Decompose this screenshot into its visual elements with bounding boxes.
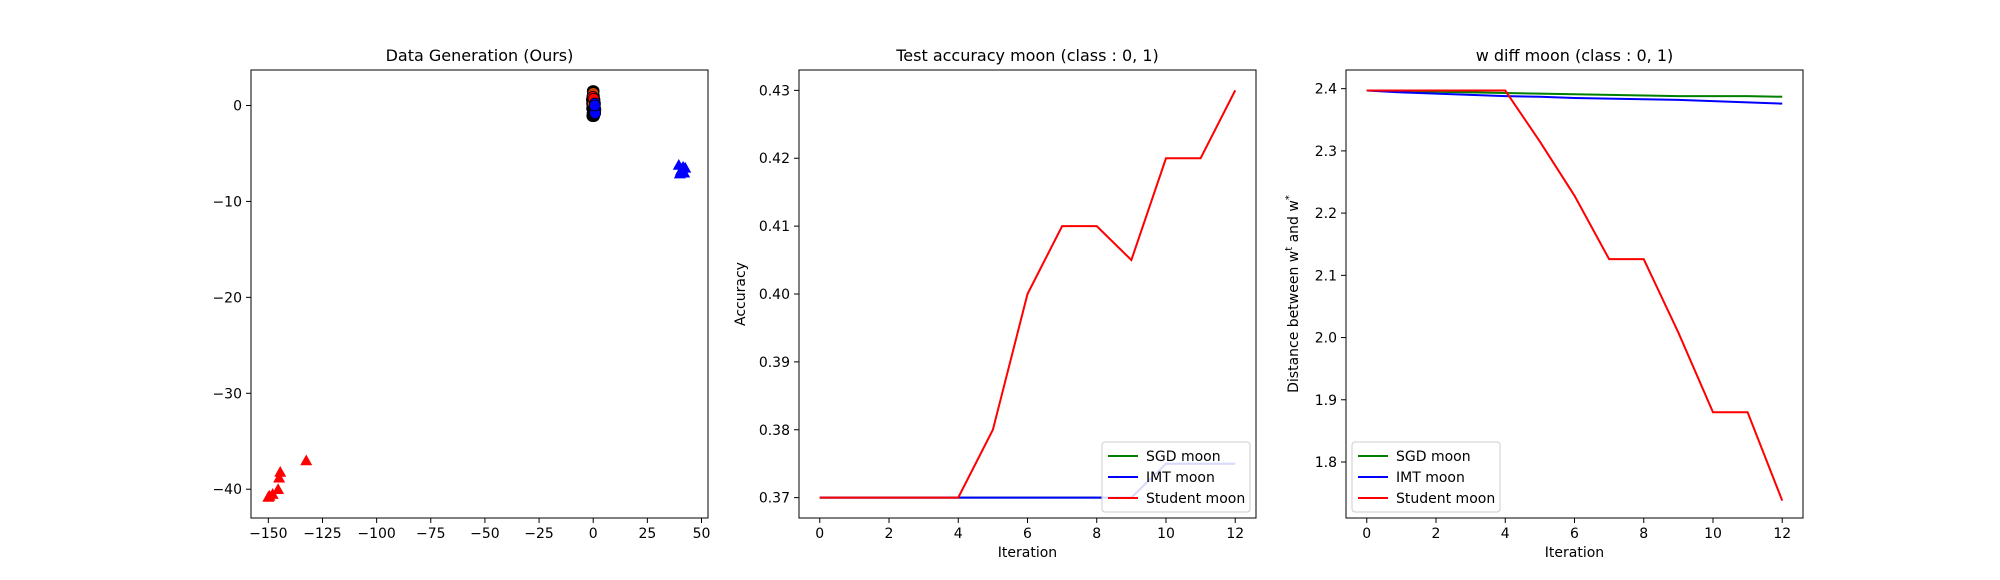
x-tick-label: 2 [1432,526,1441,542]
y-axis-label: Accuracy [733,262,749,326]
x-tick-label: −25 [524,526,554,542]
y-axis-label-superscript: * [1284,195,1295,200]
axes-frame [798,69,1257,519]
x-tick-label: 8 [1639,526,1648,542]
x-tick-label: 4 [1501,526,1510,542]
y-tick-label: 1.8 [1315,455,1337,471]
x-axis-label: Iteration [998,545,1057,561]
x-tick-label: 0 [589,526,598,542]
scatter-point-triangle [273,471,286,483]
series-line-imt-moon [1366,89,1783,105]
x-tick-label: 4 [954,526,963,542]
scatter-point-circle [588,99,601,112]
y-axis-label-text: Distance between w [1286,251,1302,393]
x-tick-label: 2 [885,526,894,542]
y-axis-label-text: and w [1286,200,1302,247]
legend-label: IMT moon [1146,470,1215,486]
series-line-sgd-moon [1366,89,1783,98]
x-tick-label: −50 [470,526,500,542]
data-layer [262,85,692,502]
y-tick-label: 0.43 [759,83,790,99]
y-tick-label: 0.41 [759,219,790,235]
x-tick-label: 12 [1226,526,1244,542]
scatter-point-triangle [274,465,287,477]
legend: SGD moon IMT moon Student moon [1351,441,1501,513]
scatter-point-triangle [262,490,275,502]
scatter-panel-data-generation: Data Generation (Ours)−150 −125 −100 −75 −50… [212,46,710,542]
series-line-student-moon [819,89,1237,499]
legend-label: SGD moon [1396,449,1471,465]
chart-title: Test accuracy moon (class : 0, 1) [895,46,1159,65]
y-tick-label: 2.3 [1315,144,1337,160]
x-tick-label: −125 [303,526,341,542]
x-tick-label: 0 [815,526,824,542]
y-tick-label: 0.40 [759,287,790,303]
y-tick-label: 0.39 [759,355,790,371]
y-tick-label: −40 [212,482,242,498]
y-tick-label: −30 [212,386,242,402]
y-tick-label: 0 [233,98,242,114]
y-tick-label: −10 [212,194,242,210]
x-tick-label: 25 [638,526,656,542]
y-axis-label-superscript: t [1284,247,1295,251]
y-tick-label: 0.37 [759,491,790,507]
y-tick-label: 0.42 [759,151,790,167]
x-tick-label: −75 [416,526,446,542]
line-panel-w-diff: w diff moon (class : 0, 1) 0 2 4 6 8 10 12 1.8 1.… [1284,46,1804,561]
x-tick-label: 10 [1157,526,1175,542]
scatter-point-triangle [300,454,313,466]
line-panel-test-accuracy: Test accuracy moon (class : 0, 1) 0 2 4 6 8 10… [733,46,1257,561]
x-tick-label: −100 [357,526,395,542]
y-tick-label: 1.9 [1315,393,1337,409]
x-tick-label: 6 [1570,526,1579,542]
scatter-point-triangle [679,161,692,173]
x-tick-label: 0 [1362,526,1371,542]
legend-label: Student moon [1396,491,1495,507]
y-tick-label: 2.2 [1315,206,1337,222]
data-layer [1366,89,1784,501]
y-axis-label: Distance between wt and w* [1284,195,1302,393]
scatter-point-triangle [272,483,285,495]
series-line-student-moon [1366,89,1784,501]
legend-label: SGD moon [1146,449,1221,465]
y-axis-label-text: Accuracy [733,262,749,326]
legend: SGD moon IMT moon Student moon [1101,441,1251,513]
x-tick-label: 12 [1773,526,1791,542]
legend-box [1351,441,1501,513]
y-tick-label: 2.1 [1315,268,1337,284]
x-tick-label: −150 [249,526,287,542]
y-tick-label: 2.4 [1315,82,1337,98]
x-tick-label: 8 [1092,526,1101,542]
axes-frame [1345,69,1804,519]
legend-label: IMT moon [1396,470,1465,486]
y-tick-label: 2.0 [1315,331,1337,347]
axes-frame [250,69,709,519]
x-tick-label: 6 [1023,526,1032,542]
x-tick-label: 50 [693,526,711,542]
chart-title: w diff moon (class : 0, 1) [1476,46,1674,65]
x-tick-label: 10 [1704,526,1722,542]
y-tick-label: 0.38 [759,423,790,439]
legend-label: Student moon [1146,491,1245,507]
x-axis-label: Iteration [1545,545,1604,561]
y-tick-label: −20 [212,290,242,306]
chart-title: Data Generation (Ours) [386,46,574,65]
legend-box [1101,441,1251,513]
